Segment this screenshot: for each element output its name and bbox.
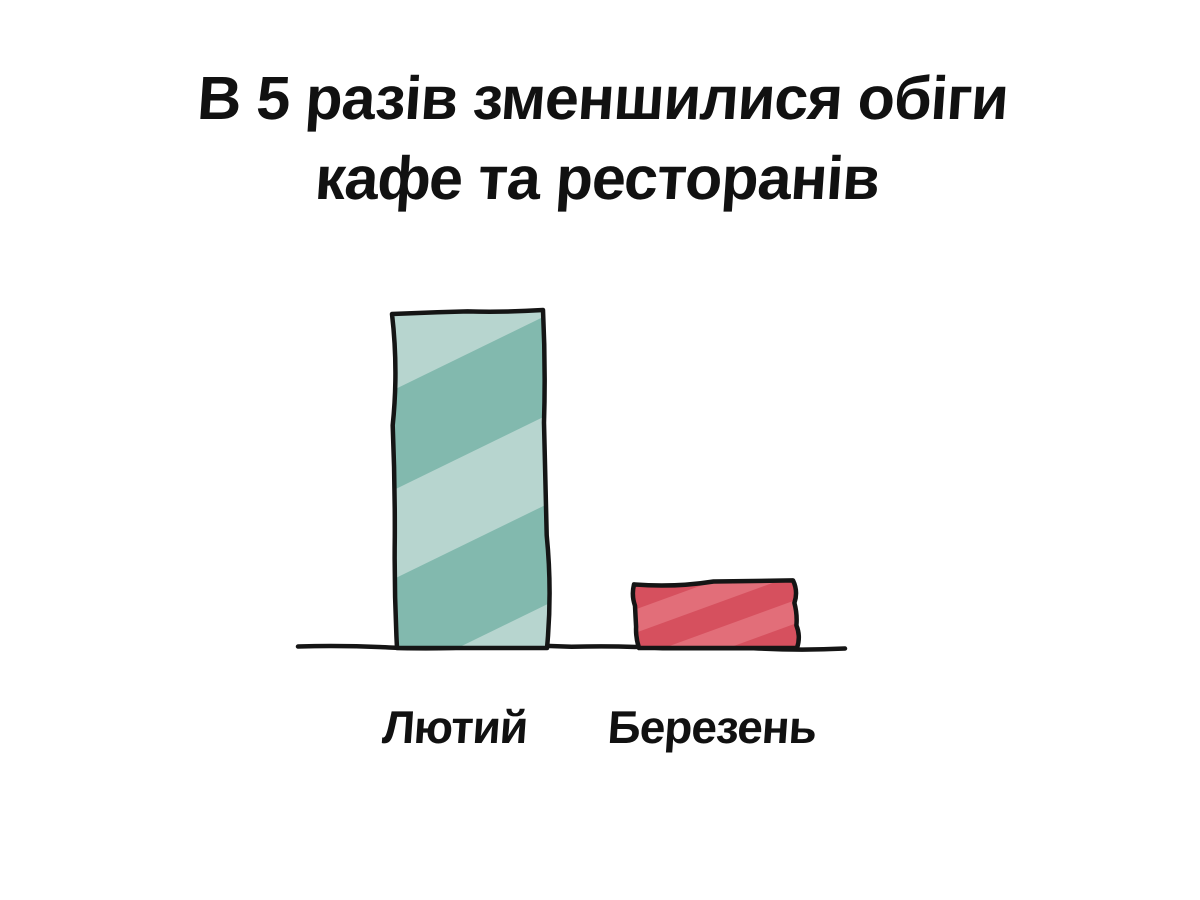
bar-february (389, 307, 552, 651)
bar-march (630, 578, 802, 651)
x-label-march: Березень (606, 701, 818, 753)
x-label-february: Лютий (380, 701, 530, 753)
